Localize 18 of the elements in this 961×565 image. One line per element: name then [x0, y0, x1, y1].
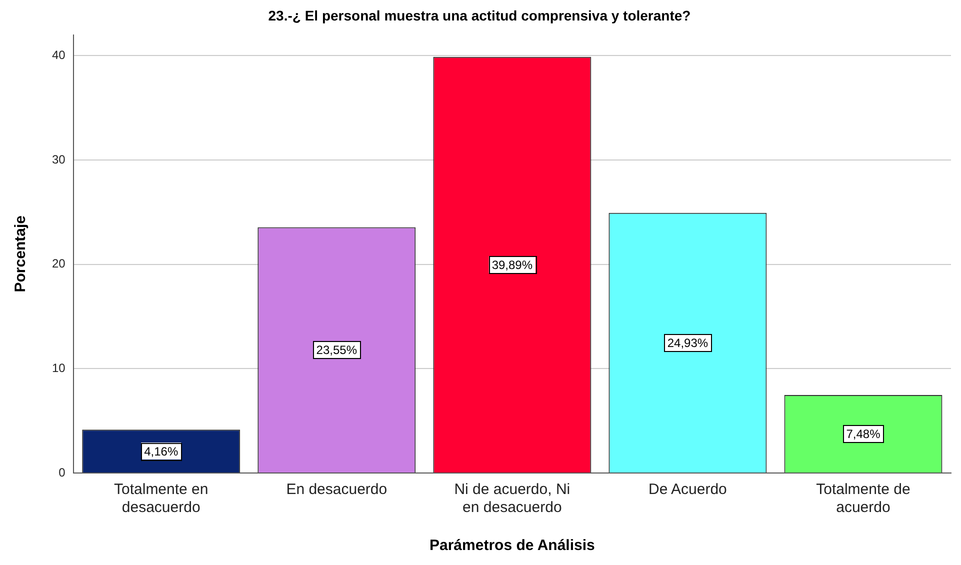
x-axis-title: Parámetros de Análisis — [429, 537, 595, 554]
y-tick-label: 40 — [52, 48, 66, 62]
x-tick-label: De Acuerdo — [648, 481, 727, 498]
data-label: 39,89% — [492, 258, 533, 272]
y-tick-label: 0 — [58, 465, 66, 480]
y-axis-title: Porcentaje — [12, 216, 30, 292]
y-tick-label: 30 — [52, 152, 66, 166]
data-label: 23,55% — [316, 343, 358, 358]
data-label: 4,16% — [144, 444, 178, 458]
x-tick-label: Totalmente de acuerdo — [816, 481, 910, 516]
y-tick-label: 20 — [52, 256, 66, 271]
data-label: 7,48% — [846, 427, 881, 442]
x-tick-label: Ni de acuerdo, Ni en desacuerdo — [454, 481, 570, 516]
x-tick-label: En desacuerdo — [286, 481, 388, 498]
chart-title: 23.-¿ El personal muestra una actitud comprensiva y tolerante? — [268, 7, 691, 24]
y-tick-label: 10 — [52, 360, 66, 375]
data-label: 24,93% — [667, 336, 708, 350]
x-tick-label: Totalmente en desacuerdo — [114, 481, 208, 516]
